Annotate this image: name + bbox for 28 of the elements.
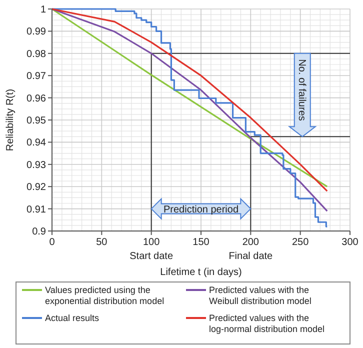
- y-tick-label: 0.96: [26, 93, 46, 104]
- y-tick-label: 1: [40, 4, 46, 16]
- x-tick-label: 100: [142, 237, 160, 248]
- legend-label: Actual results: [45, 313, 100, 323]
- y-axis-title: Reliability R(t): [5, 88, 16, 152]
- y-tick-label: 0.9: [32, 226, 46, 238]
- y-tick-label: 0.95: [26, 116, 46, 126]
- legend-label: Predicted values with the log-normal distribution model: [209, 313, 325, 334]
- y-tick-label: 0.97: [26, 71, 46, 82]
- annotation: No. of failures: [296, 59, 307, 121]
- y-tick-label: 0.98: [26, 48, 46, 60]
- y-tick-label: 0.94: [26, 138, 46, 149]
- y-tick-label: 0.92: [26, 182, 46, 194]
- x-axis-title: Lifetime t (in days): [160, 267, 242, 278]
- x-tick-label: 300: [342, 237, 359, 248]
- ref-line-label: Start date: [130, 251, 174, 262]
- legend-label: Values predicted using the exponential distribution model: [45, 285, 164, 306]
- x-tick-label: 150: [192, 237, 210, 248]
- x-tick-label: 0: [49, 237, 56, 248]
- legend-label: Predicted values with the Weibull distribution model: [209, 285, 312, 306]
- x-tick-label: 250: [292, 237, 310, 248]
- y-tick-label: 0.93: [26, 160, 46, 171]
- x-tick-label: 50: [96, 237, 108, 248]
- annotation: Prediction period: [163, 204, 239, 216]
- y-tick-label: 0.99: [26, 26, 46, 38]
- y-tick-label: 0.91: [26, 204, 46, 216]
- x-tick-label: 200: [242, 237, 260, 248]
- ref-line-label: Final date: [228, 251, 274, 262]
